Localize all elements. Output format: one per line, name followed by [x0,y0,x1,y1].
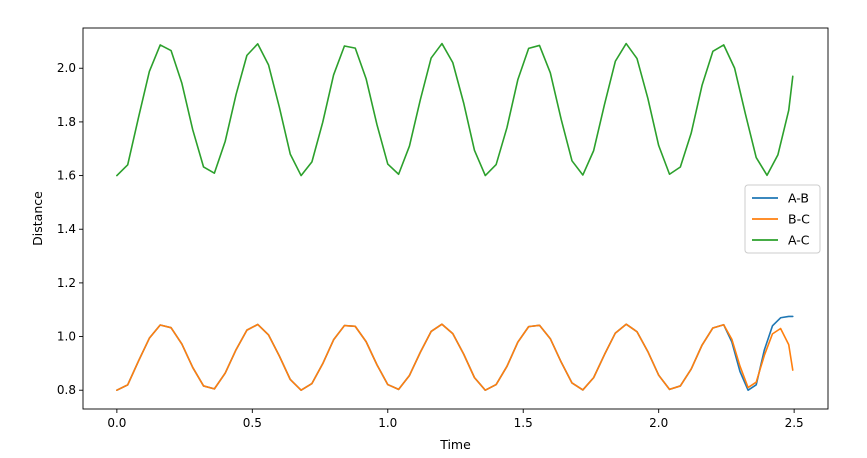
y-axis-label: Distance [30,191,45,246]
legend: A-B B-C A-C [744,184,821,254]
x-tick-label: 2.5 [785,416,804,430]
legend-box [744,184,821,254]
x-tick-label: 1.0 [378,416,397,430]
series-line-b-c [116,323,794,392]
y-tick-label: 2.0 [57,61,76,75]
y-tick-label: 1.8 [57,115,76,129]
plot-frame [82,27,829,410]
series-line-a-c [116,42,794,177]
x-tick-label: 1.5 [514,416,533,430]
y-tick-label: 1.6 [57,169,76,183]
y-tick-label: 1.2 [57,276,76,290]
y-tick-label: 1.4 [57,222,76,236]
legend-label-a-b: A-B [788,191,809,206]
x-axis-label: Time [439,437,471,452]
legend-label-a-c: A-C [788,233,810,248]
axes-layer: 0.0 0.5 1.0 1.5 2.0 2.5 0.8 1.0 1.2 1.4 1.6 1.8 2.0 T… [30,27,829,452]
y-tick-label: 1.0 [57,330,76,344]
x-tick-label: 0.0 [107,416,126,430]
series-layer [116,42,794,392]
x-tick-label: 0.5 [243,416,262,430]
legend-label-b-c: B-C [788,212,810,227]
x-tick-label: 2.0 [649,416,668,430]
y-tick-label: 0.8 [57,383,76,397]
